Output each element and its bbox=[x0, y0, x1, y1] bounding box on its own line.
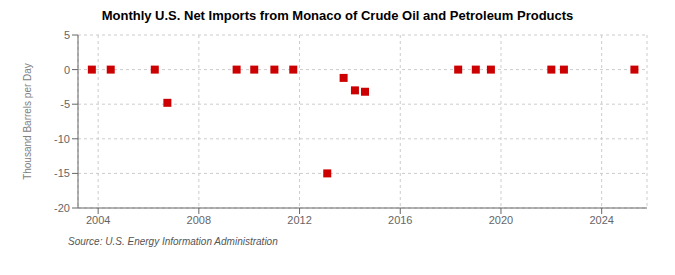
svg-text:0: 0 bbox=[64, 64, 70, 76]
svg-text:-20: -20 bbox=[54, 202, 70, 214]
svg-text:2008: 2008 bbox=[187, 214, 211, 226]
svg-text:2020: 2020 bbox=[489, 214, 513, 226]
svg-text:5: 5 bbox=[64, 29, 70, 41]
svg-text:Thousand Barrels per Day: Thousand Barrels per Day bbox=[22, 63, 33, 180]
svg-text:2012: 2012 bbox=[287, 214, 311, 226]
svg-text:-15: -15 bbox=[54, 167, 70, 179]
svg-text:2016: 2016 bbox=[388, 214, 412, 226]
html-text:Source: U.S. Energy Informatio: Source: U.S. Energy Information Administ… bbox=[68, 236, 278, 247]
html-text:Monthly U.S. Net Imports from: Monthly U.S. Net Imports from Monaco of … bbox=[101, 8, 574, 23]
svg-text:2004: 2004 bbox=[86, 214, 110, 226]
svg-text:-5: -5 bbox=[60, 98, 70, 110]
svg-text:-10: -10 bbox=[54, 133, 70, 145]
svg-text:2024: 2024 bbox=[589, 214, 613, 226]
